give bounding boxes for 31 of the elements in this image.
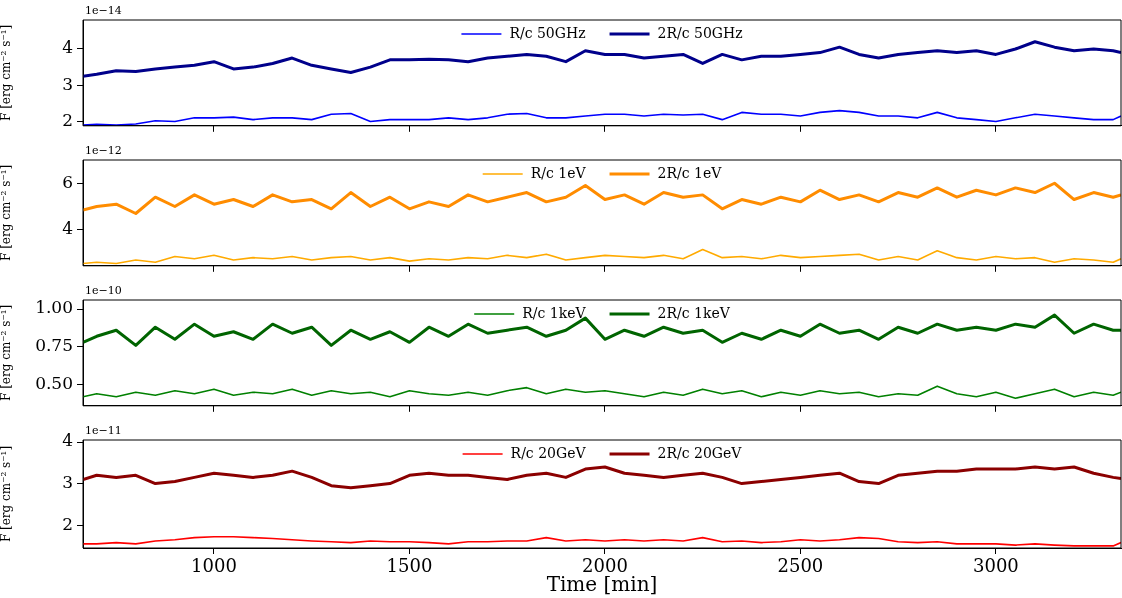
text: 1e−14 <box>85 4 122 18</box>
text: 1e−11 <box>85 424 122 438</box>
text: 1e−10 <box>85 284 122 298</box>
x-tick-label: 2500 <box>777 555 824 577</box>
x-tick-label: 1000 <box>191 555 237 577</box>
y-tick-label: 3 <box>62 472 73 493</box>
x-tick-label: 3000 <box>972 555 1019 577</box>
y-tick-label: 4 <box>62 37 73 58</box>
y-axis-title: F [erg cm⁻² s⁻¹] <box>0 304 14 401</box>
legend-label: 2R/c 1keV <box>657 304 731 321</box>
y-tick-label: 2 <box>62 109 73 130</box>
x-tick-label: 1500 <box>386 555 433 577</box>
legend-label: R/c 50GHz <box>509 24 586 41</box>
y-tick-label: 3 <box>62 73 73 94</box>
y-tick-label: 0.50 <box>35 373 73 394</box>
y-tick-label: 4 <box>62 430 73 451</box>
y-axis-title: F [erg cm⁻² s⁻¹] <box>0 24 14 121</box>
legend-label: 2R/c 1eV <box>657 164 723 181</box>
legend-label: R/c 1eV <box>530 164 587 181</box>
y-axis-title: F [erg cm⁻² s⁻¹] <box>0 164 14 261</box>
legend-label: 2R/c 50GHz <box>657 24 743 41</box>
y-tick-label: 1.00 <box>35 297 73 318</box>
y-tick-label: 0.75 <box>35 335 73 356</box>
y-tick-label: 6 <box>62 171 73 192</box>
text: 1e−12 <box>85 144 122 158</box>
y-tick-label: 4 <box>62 218 73 239</box>
y-tick-label: 2 <box>62 513 73 534</box>
legend-label: R/c 1keV <box>522 304 587 321</box>
legend-label: 2R/c 20GeV <box>657 444 743 461</box>
y-axis-title: F [erg cm⁻² s⁻¹] <box>0 445 14 543</box>
legend-label: R/c 20GeV <box>510 444 587 461</box>
